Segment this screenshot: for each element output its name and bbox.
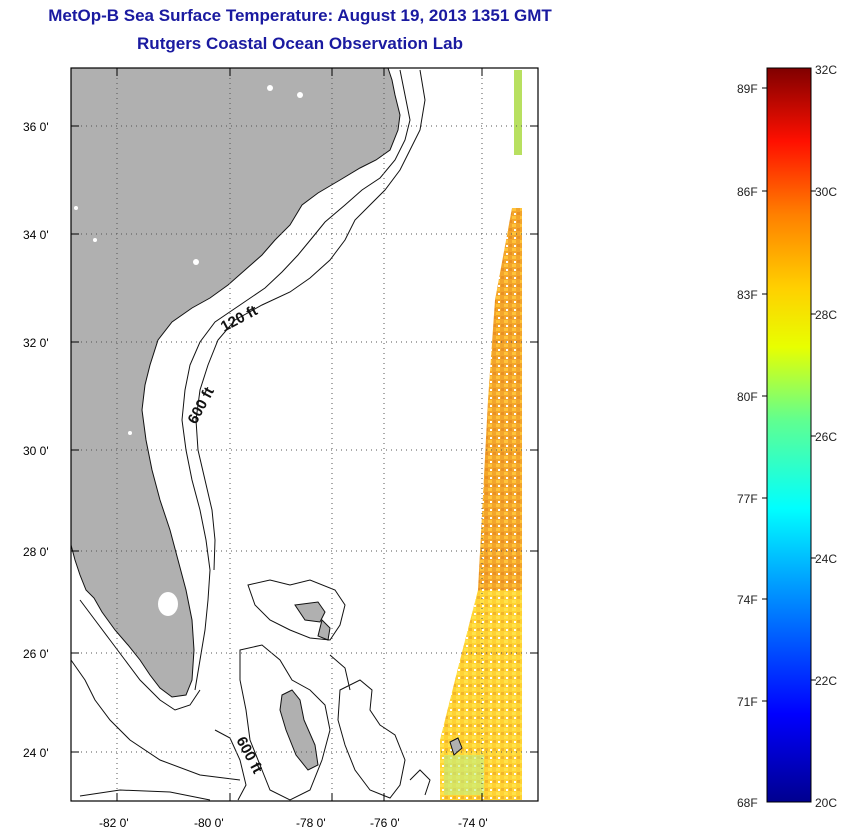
colorbar-f-label: 77F <box>737 492 758 506</box>
colorbar-c-label: 26C <box>815 430 837 444</box>
colorbar-f-label: 80F <box>737 390 758 404</box>
colorbar-c-label: 32C <box>815 63 837 77</box>
lon-label: -82 0' <box>99 816 129 830</box>
map-border <box>70 67 539 802</box>
lat-label: 30 0' <box>23 444 49 458</box>
colorbar-f-label: 74F <box>737 593 758 607</box>
lat-label: 34 0' <box>23 228 49 242</box>
lon-label: -78 0' <box>296 816 326 830</box>
colorbar-c-label: 24C <box>815 552 837 566</box>
colorbar-c-label: 22C <box>815 674 837 688</box>
lon-label: -76 0' <box>370 816 400 830</box>
colorbar-c-label: 30C <box>815 185 837 199</box>
colorbar-f-label: 86F <box>737 185 758 199</box>
colorbar-f-label: 83F <box>737 288 758 302</box>
lat-label: 36 0' <box>23 120 49 134</box>
colorbar-gradient <box>766 67 812 803</box>
lat-label: 32 0' <box>23 336 49 350</box>
bathymetry-contours <box>70 69 431 801</box>
lat-label: 24 0' <box>23 746 49 760</box>
map-ticks <box>71 68 538 801</box>
map-title: MetOp-B Sea Surface Temperature: August … <box>48 6 552 25</box>
bahamas-islands <box>279 601 463 771</box>
map-subtitle: Rutgers Coastal Ocean Observation Lab <box>137 34 463 53</box>
lake-okeechobee <box>158 592 178 616</box>
colorbar-f-label: 89F <box>737 82 758 96</box>
map-graticule <box>71 68 538 801</box>
colorbar-c-label: 20C <box>815 796 837 810</box>
inland-water <box>74 85 303 435</box>
colorbar: 89F 86F 83F 80F 77F 74F 71F 68F 32C 30C … <box>737 63 837 810</box>
lat-label: 28 0' <box>23 545 49 559</box>
us-coastline-land <box>70 67 401 698</box>
lon-label: -80 0' <box>194 816 224 830</box>
lat-label: 26 0' <box>23 647 49 661</box>
colorbar-c-label: 28C <box>815 308 837 322</box>
colorbar-f-label: 68F <box>737 796 758 810</box>
lon-label: -74 0' <box>458 816 488 830</box>
colorbar-f-label: 71F <box>737 695 758 709</box>
